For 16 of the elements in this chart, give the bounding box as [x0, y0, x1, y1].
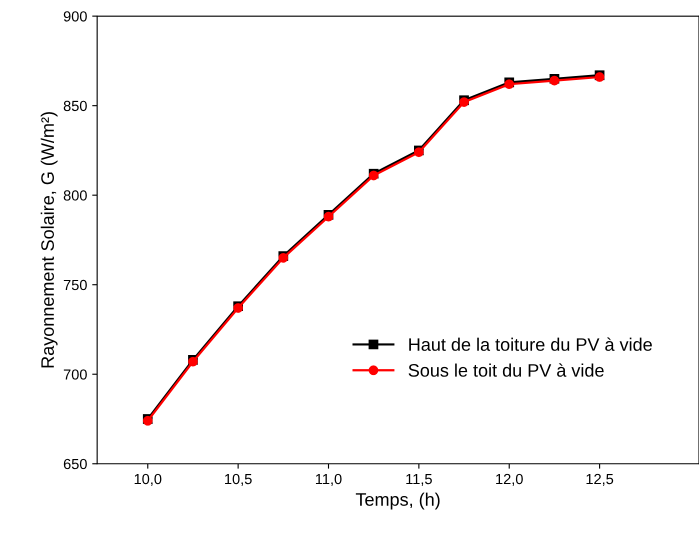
legend-label: Sous le toit du PV à vide	[408, 363, 604, 377]
y-tick-label: 850	[64, 100, 87, 112]
x-tick-label: 12,5	[586, 474, 614, 486]
y-tick-label: 700	[64, 369, 87, 380]
y-tick-label: 650	[64, 458, 87, 470]
x-tick-label: 11,5	[406, 474, 432, 486]
legend-label: Haut de la toiture du PV à vide	[409, 337, 652, 351]
x-tick-label: 12,0	[496, 474, 523, 486]
x-tick-label: 10,0	[134, 474, 162, 486]
x-axis-title: Temps, (h)	[356, 492, 440, 510]
x-tick-label: 10,5	[225, 474, 252, 486]
x-tick-label: 11,0	[316, 474, 342, 486]
y-tick-label: 900	[64, 11, 87, 22]
y-axis-title: Rayonnement Solaire, G (W/m²)	[40, 112, 58, 368]
y-tick-label: 800	[64, 190, 87, 201]
y-tick-label: 750	[64, 280, 87, 290]
